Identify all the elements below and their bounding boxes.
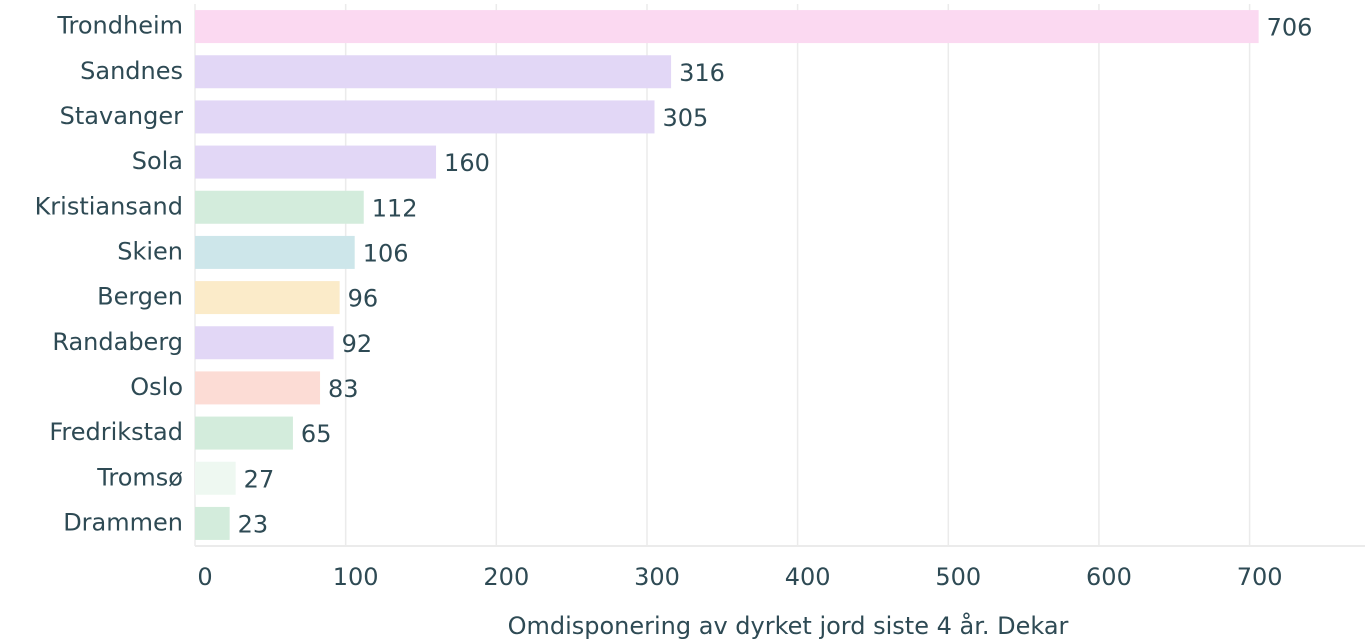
x-axis-title: Omdisponering av dyrket jord siste 4 år.… <box>508 611 1069 640</box>
y-tick-label: Trondheim <box>56 12 183 40</box>
y-tick-label: Sandnes <box>80 57 183 85</box>
y-tick-label: Bergen <box>97 283 183 311</box>
y-tick-label: Kristiansand <box>35 192 183 220</box>
y-tick-label: Drammen <box>63 508 183 536</box>
bar <box>195 416 293 450</box>
value-label: 83 <box>328 375 359 403</box>
x-tick-label: 200 <box>483 563 529 591</box>
value-label: 316 <box>679 59 725 87</box>
y-tick-label: Skien <box>117 237 183 265</box>
x-tick-label: 400 <box>785 563 831 591</box>
bar <box>195 55 672 89</box>
bar <box>195 326 334 360</box>
bar <box>195 461 236 495</box>
bar <box>195 190 364 224</box>
bar <box>195 10 1259 44</box>
value-label: 305 <box>663 104 709 132</box>
bar <box>195 281 340 315</box>
y-tick-label: Randaberg <box>52 328 183 356</box>
bar <box>195 145 437 179</box>
x-tick-label: 600 <box>1086 563 1132 591</box>
y-tick-label: Sola <box>132 147 183 175</box>
y-tick-label: Tromsø <box>96 463 183 491</box>
value-label: 92 <box>342 330 373 358</box>
bar <box>195 235 355 269</box>
value-label: 106 <box>363 239 409 267</box>
bar <box>195 506 230 540</box>
x-tick-label: 700 <box>1237 563 1283 591</box>
y-tick-label: Fredrikstad <box>49 418 183 446</box>
value-label: 96 <box>348 285 379 313</box>
y-tick-label: Stavanger <box>60 102 183 130</box>
y-tick-label: Oslo <box>130 373 183 401</box>
value-label: 65 <box>301 420 332 448</box>
value-label: 112 <box>372 194 418 222</box>
bar <box>195 100 655 134</box>
x-tick-label: 100 <box>333 563 379 591</box>
x-tick-label: 0 <box>197 563 212 591</box>
value-label: 160 <box>444 149 490 177</box>
x-tick-label: 300 <box>634 563 680 591</box>
x-tick-label: 500 <box>935 563 981 591</box>
value-label: 706 <box>1267 14 1313 42</box>
value-label: 23 <box>238 510 269 538</box>
bar <box>195 371 321 405</box>
value-label: 27 <box>244 465 275 493</box>
